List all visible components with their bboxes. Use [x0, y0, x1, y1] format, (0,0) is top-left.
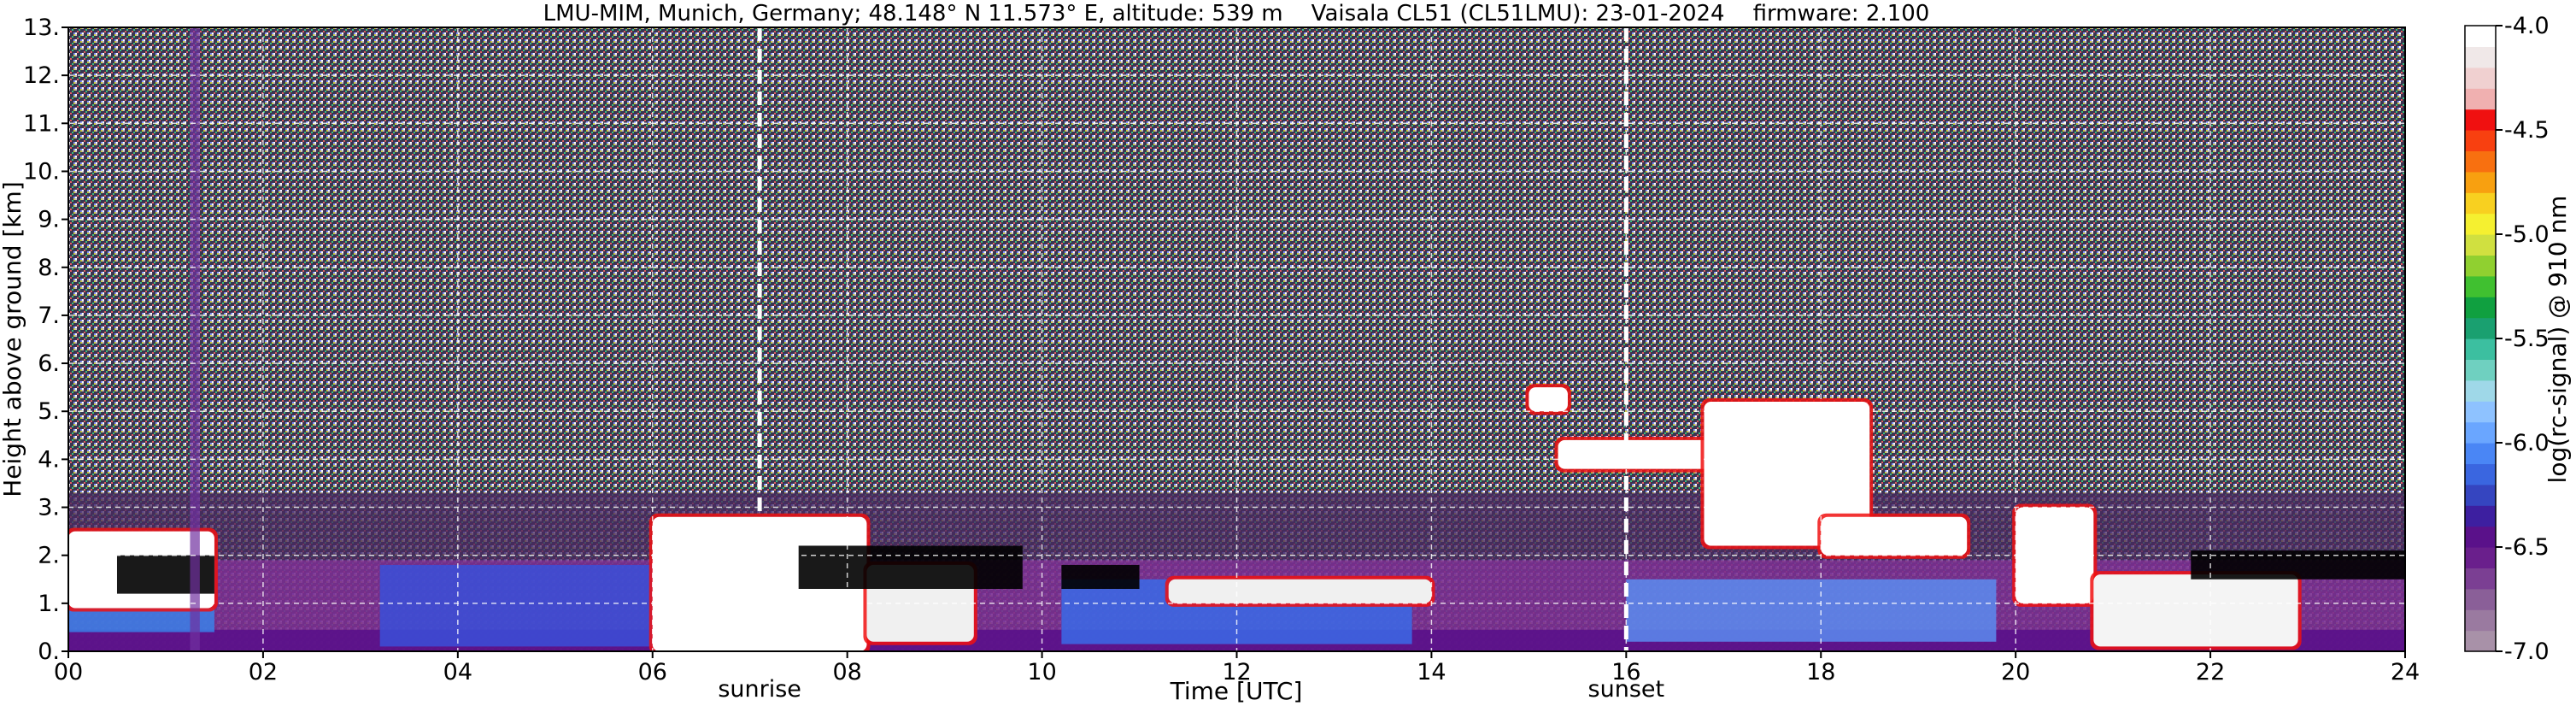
colorbar-segment	[2465, 359, 2496, 381]
colorbar-segment	[2465, 213, 2496, 235]
colorbar-segment	[2465, 275, 2496, 297]
cloud-feature	[1821, 516, 1968, 556]
x-tick-label: 06	[638, 659, 667, 685]
y-tick-label: 0.	[38, 638, 60, 665]
colorbar-segment	[2465, 547, 2496, 568]
colorbar-tick-label: -4.5	[2504, 117, 2550, 144]
boundary-layer-feature	[379, 564, 672, 647]
colorbar-segment	[2465, 443, 2496, 464]
x-tick-label: 22	[2196, 659, 2225, 685]
x-tick-label: 02	[249, 659, 278, 685]
y-axis-label: Height above ground [km]	[0, 181, 26, 497]
x-tick-label: 08	[832, 659, 861, 685]
y-tick-label: 12.	[23, 62, 60, 89]
signal-streak	[190, 27, 200, 651]
colorbar-label: log(rc-signal) @ 910 nm	[2544, 196, 2572, 484]
y-tick-label: 2.	[38, 543, 60, 569]
clear-sky-feature	[798, 545, 1023, 589]
y-tick-label: 4.	[38, 446, 60, 473]
colorbar-segment	[2465, 463, 2496, 485]
y-tick-label: 3.	[38, 495, 60, 521]
y-tick-label: 1.	[38, 591, 60, 617]
colorbar-segment	[2465, 588, 2496, 610]
y-tick-label: 8.	[38, 255, 60, 281]
colorbar-segment	[2465, 421, 2496, 444]
colorbar-segment	[2465, 526, 2496, 548]
cloud-feature	[1558, 439, 1724, 469]
x-tick-label: 00	[54, 659, 83, 685]
y-tick-label: 13.	[23, 15, 60, 41]
colorbar-segment	[2465, 484, 2496, 506]
cloud-feature	[1168, 579, 1432, 603]
colorbar-tick-label: -6.5	[2504, 534, 2550, 561]
chart-title: LMU-MIM, Munich, Germany; 48.148° N 11.5…	[543, 1, 1930, 26]
colorbar-segment	[2465, 130, 2496, 151]
cloud-feature	[1529, 387, 1568, 412]
colorbar-segment	[2465, 255, 2496, 277]
colorbar-segment	[2465, 109, 2496, 131]
colorbar-segment	[2465, 88, 2496, 110]
cloud-feature	[1704, 402, 1870, 546]
x-tick-label: 10	[1027, 659, 1056, 685]
colorbar-tick-label: -7.0	[2504, 638, 2550, 665]
sun-event-label: sunset	[1588, 676, 1665, 703]
x-tick-label: 12	[1222, 659, 1251, 685]
colorbar-segment	[2465, 150, 2496, 173]
x-tick-label: 04	[443, 659, 472, 685]
x-tick-label: 16	[1611, 659, 1640, 685]
colorbar-segment	[2465, 568, 2496, 590]
colorbar-segment	[2465, 505, 2496, 527]
x-tick-label: 18	[1806, 659, 1835, 685]
colorbar-segment	[2465, 317, 2496, 339]
colorbar-segment	[2465, 192, 2496, 215]
cloud-feature	[2093, 574, 2298, 647]
plot-area	[68, 27, 2405, 651]
y-tick-label: 6.	[38, 350, 60, 377]
clear-sky-feature	[1061, 564, 1140, 589]
y-tick-label: 11.	[23, 110, 60, 137]
colorbar-segment	[2465, 26, 2496, 47]
x-axis-label: Time [UTC]	[1170, 677, 1303, 705]
colorbar-segment	[2465, 609, 2496, 632]
y-tick-label: 10.	[23, 158, 60, 185]
y-tick-label: 9.	[38, 207, 60, 233]
y-tick-label: 7.	[38, 303, 60, 329]
colorbar-segment	[2465, 67, 2496, 89]
colorbar-segment	[2465, 630, 2496, 652]
colorbar-tick-label: -5.0	[2504, 221, 2550, 248]
colorbar-tick-label: -4.0	[2504, 13, 2550, 39]
x-tick-label: 24	[2391, 659, 2420, 685]
colorbar	[2465, 26, 2496, 652]
x-tick-label: 20	[2001, 659, 2030, 685]
colorbar-segment	[2465, 234, 2496, 256]
y-tick-label: 5.	[38, 398, 60, 425]
colorbar-segment	[2465, 338, 2496, 360]
boundary-layer-feature	[1626, 579, 1997, 642]
colorbar-segment	[2465, 297, 2496, 319]
colorbar-tick-label: -6.0	[2504, 430, 2550, 456]
colorbar-segment	[2465, 171, 2496, 193]
colorbar-tick-label: -5.5	[2504, 326, 2550, 352]
colorbar-segment	[2465, 46, 2496, 68]
colorbar-segment	[2465, 379, 2496, 402]
colorbar-segment	[2465, 401, 2496, 423]
sun-event-label: sunrise	[718, 676, 801, 703]
x-tick-label: 14	[1417, 659, 1446, 685]
